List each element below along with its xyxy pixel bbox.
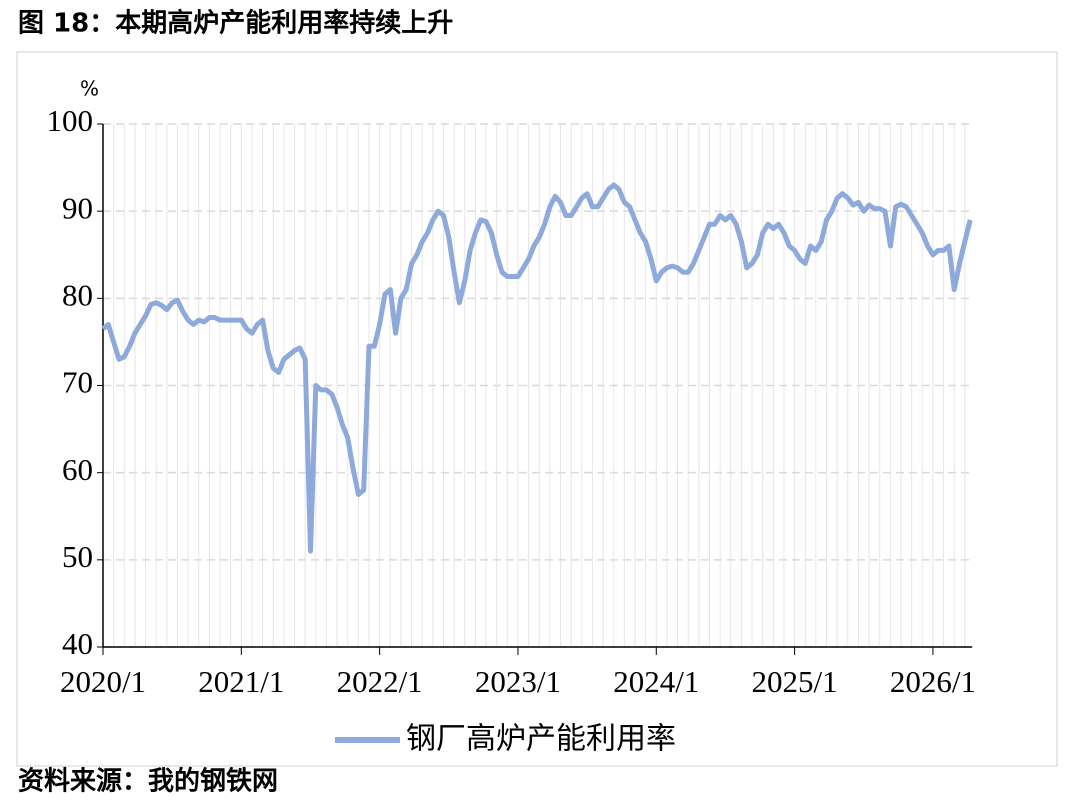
- y-tick-label: 80: [62, 277, 93, 312]
- y-tick-label: 50: [62, 539, 93, 574]
- legend-label: 钢厂高炉产能利用率: [406, 722, 676, 757]
- y-tick-label: 60: [62, 452, 93, 487]
- x-tick-label: 2023/1: [475, 664, 561, 699]
- x-tick-label: 2025/1: [752, 664, 838, 699]
- x-tick-label: 2021/1: [198, 664, 284, 699]
- chart-title: 图 18：本期高炉产能利用率持续上升: [18, 8, 453, 39]
- x-tick-label: 2020/1: [60, 664, 146, 699]
- x-tick-label: 2022/1: [337, 664, 423, 699]
- x-tick-label: 2024/1: [613, 664, 699, 699]
- y-tick-label: 70: [62, 365, 93, 400]
- chart-frame: [16, 51, 1058, 767]
- y-tick-label: 90: [62, 190, 93, 225]
- source: 资料来源：我的钢铁网: [18, 766, 278, 797]
- y-tick-label: 40: [62, 626, 93, 661]
- x-tick-label: 2026/1: [890, 664, 976, 699]
- y-unit: %: [80, 77, 99, 101]
- series-line: [101, 182, 973, 554]
- y-tick-label: 100: [47, 103, 94, 138]
